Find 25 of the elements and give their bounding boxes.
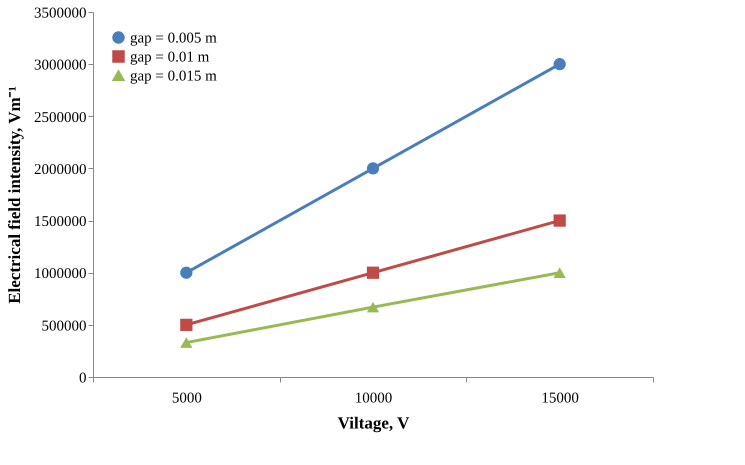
x-tick-label: 5000 (172, 390, 202, 406)
point (180, 318, 192, 331)
point (366, 302, 380, 312)
x-tick-label: 15000 (541, 390, 579, 406)
point (180, 266, 192, 279)
legend-label: gap = 0.005 m (130, 30, 218, 46)
point (554, 214, 566, 227)
point (366, 266, 380, 279)
point (554, 58, 566, 70)
y-tick-label: 2500000 (34, 110, 86, 126)
legend-label: gap = 0.015 m (130, 68, 218, 84)
point (366, 162, 380, 175)
x-tick-label: 10000 (354, 390, 392, 406)
y-tick-label: 1000000 (34, 266, 86, 282)
y-tick-label: 500000 (42, 318, 86, 334)
y-tick-label: 0 (79, 370, 86, 386)
y-tick-label: 3000000 (34, 58, 86, 74)
y-tick-label: 1500000 (34, 214, 86, 230)
point (554, 267, 566, 278)
x-axis-title: Viltage, V (338, 414, 410, 432)
y-tick-label: 3500000 (34, 6, 86, 22)
point (180, 337, 192, 348)
y-axis-title: Electrical field intensity, Vm⁻¹ (5, 86, 24, 304)
y-tick-label: 2000000 (34, 162, 86, 178)
legend-label: gap = 0.01 m (130, 50, 210, 66)
